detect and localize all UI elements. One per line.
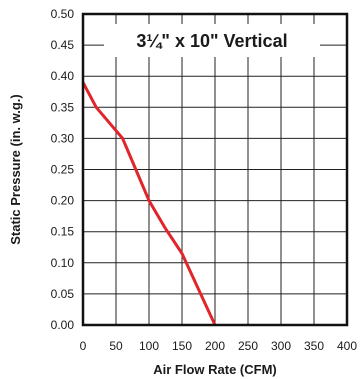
chart-title-background	[104, 24, 320, 57]
y-tick-label: 0.15	[51, 225, 75, 239]
series-line	[81, 81, 217, 326]
y-tick-label: 0.45	[51, 38, 75, 52]
x-tick-label: 150	[172, 339, 192, 353]
y-tick-label: 0.05	[51, 287, 75, 301]
x-tick-label: 300	[271, 339, 291, 353]
y-tick-label: 0.50	[51, 7, 75, 21]
x-tick-label: 200	[205, 339, 225, 353]
x-axis-label: Air Flow Rate (CFM)	[153, 362, 277, 377]
x-tick-label: 350	[304, 339, 324, 353]
grid	[83, 14, 347, 325]
y-tick-label: 0.35	[51, 100, 75, 114]
x-tick-label: 400	[337, 339, 357, 353]
y-tick-labels: 0.00 0.05 0.10 0.15 0.20 0.25 0.30 0.35 0.40 0.45…	[51, 7, 75, 332]
y-axis-label: Static Pressure (in. w.g.)	[8, 94, 23, 245]
x-tick-label: 0	[80, 339, 87, 353]
chart-title-box: 3¼" x 10" Vertical	[104, 24, 320, 57]
y-tick-label: 0.40	[51, 69, 75, 83]
plot-border	[81, 12, 349, 327]
y-tick-label: 0.20	[51, 194, 75, 208]
x-tick-labels: 0 50 100 150 200 250 300 350 400	[80, 339, 358, 353]
chart-title: 3¼" x 10" Vertical	[136, 31, 287, 51]
y-tick-label: 0.25	[51, 163, 75, 177]
series-layer	[81, 81, 217, 326]
y-tick-label: 0.00	[51, 318, 75, 332]
y-tick-label: 0.10	[51, 256, 75, 270]
y-tick-label: 0.30	[51, 131, 75, 145]
x-tick-label: 100	[139, 339, 159, 353]
x-tick-label: 50	[109, 339, 123, 353]
x-tick-label: 250	[238, 339, 258, 353]
